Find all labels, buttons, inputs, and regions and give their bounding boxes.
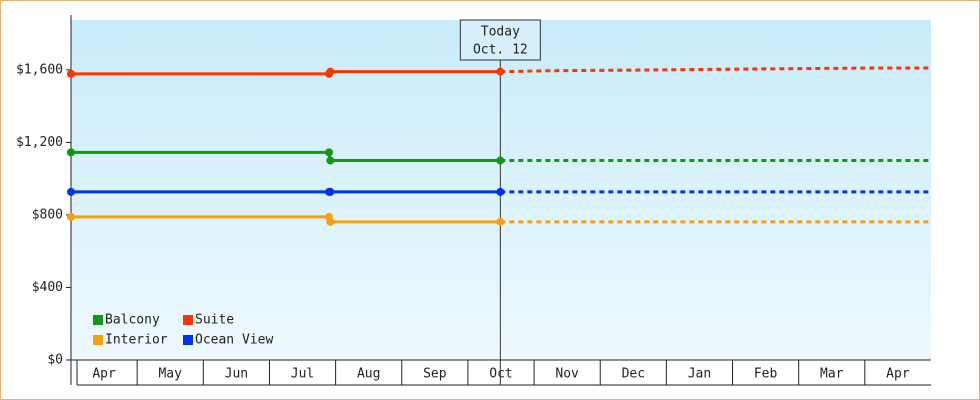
legend-label: Ocean View xyxy=(195,333,273,348)
legend-label: Balcony xyxy=(105,313,160,328)
y-tick-label: $1,600 xyxy=(16,62,63,77)
y-tick-label: $0 xyxy=(47,353,63,368)
x-tick-label: Feb xyxy=(754,367,778,382)
point xyxy=(67,212,75,221)
series-line xyxy=(71,150,501,163)
point xyxy=(67,69,75,78)
point xyxy=(496,187,505,196)
legend-label: Suite xyxy=(195,313,234,328)
legend-swatch xyxy=(183,315,193,325)
point xyxy=(326,67,335,76)
y-tick-label: $1,200 xyxy=(16,135,63,150)
point xyxy=(496,156,505,165)
x-tick-label: Nov xyxy=(555,367,579,382)
point xyxy=(67,187,75,196)
x-tick-label: Mar xyxy=(820,367,844,382)
x-tick-label: Apr xyxy=(92,367,116,382)
x-tick-label: Oct xyxy=(489,367,512,382)
forecast-line xyxy=(500,66,931,74)
point xyxy=(496,67,505,76)
legend-swatch xyxy=(183,335,193,345)
today-label: Today xyxy=(481,25,520,40)
point xyxy=(326,217,335,226)
x-tick-label: Apr xyxy=(886,367,910,382)
x-tick-label: May xyxy=(158,367,182,382)
x-tick-label: Aug xyxy=(357,367,380,382)
y-tick-label: $400 xyxy=(32,280,63,295)
point xyxy=(496,217,505,226)
point xyxy=(326,187,335,196)
x-tick-label: Jul xyxy=(291,367,314,382)
point xyxy=(326,156,335,165)
today-date: Oct. 12 xyxy=(473,43,528,58)
x-tick-label: Sep xyxy=(423,367,447,382)
x-tick-label: Jan xyxy=(688,367,711,382)
x-tick-label: Dec xyxy=(622,367,645,382)
x-tick-label: Jun xyxy=(225,367,248,382)
point xyxy=(325,148,333,157)
today-box xyxy=(459,19,541,61)
point xyxy=(67,148,75,157)
legend-label: Interior xyxy=(105,333,168,348)
y-tick-label: $800 xyxy=(32,207,63,222)
legend-swatch xyxy=(93,335,103,345)
legend-swatch xyxy=(93,315,103,325)
